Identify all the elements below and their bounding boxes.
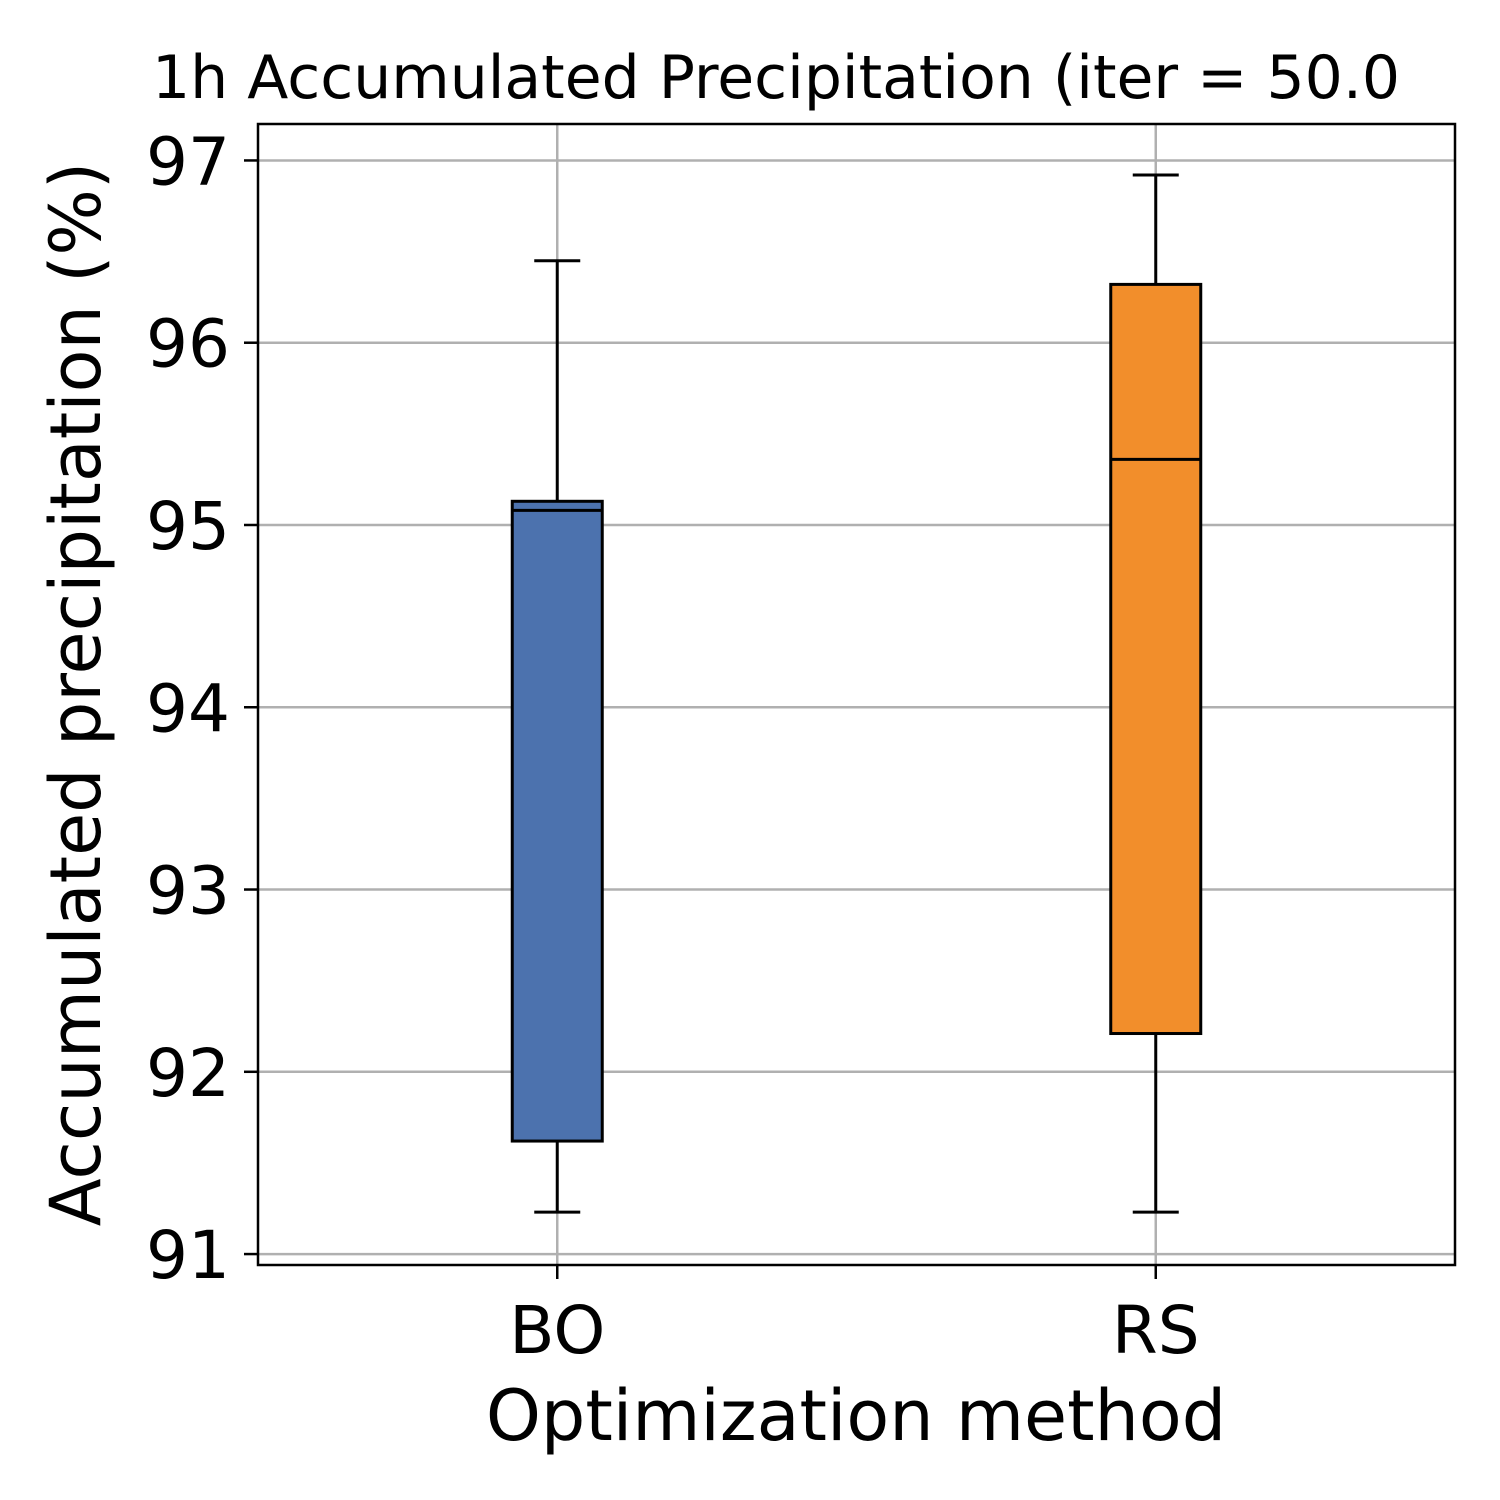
iqr-box-rs: [1109, 282, 1203, 1036]
axis-ticks: 91 92 93 94 95 96 97 BO RS: [146, 123, 1200, 1369]
x-tick-label: BO: [509, 1292, 605, 1369]
y-tick-label: 95: [146, 488, 230, 565]
plot-frame: [256, 122, 1457, 1267]
y-axis-label: Accumulated precipitation (%): [35, 162, 117, 1226]
y-tick-label: 91: [146, 1217, 230, 1294]
box-series: [510, 173, 1203, 1214]
x-tick-label: RS: [1112, 1292, 1200, 1369]
y-tick-label: 94: [146, 670, 230, 747]
iqr-box-bo: [510, 499, 604, 1143]
chart-title: 1h Accumulated Precipitation (iter = 50.…: [152, 43, 1400, 113]
x-axis-label: Optimization method: [486, 1375, 1226, 1457]
box-rs: [1109, 173, 1203, 1214]
y-tick-label: 97: [146, 123, 230, 200]
box-bo: [510, 259, 604, 1214]
y-tick-label: 92: [146, 1035, 230, 1112]
y-tick-label: 93: [146, 853, 230, 930]
y-tick-label: 96: [146, 306, 230, 383]
